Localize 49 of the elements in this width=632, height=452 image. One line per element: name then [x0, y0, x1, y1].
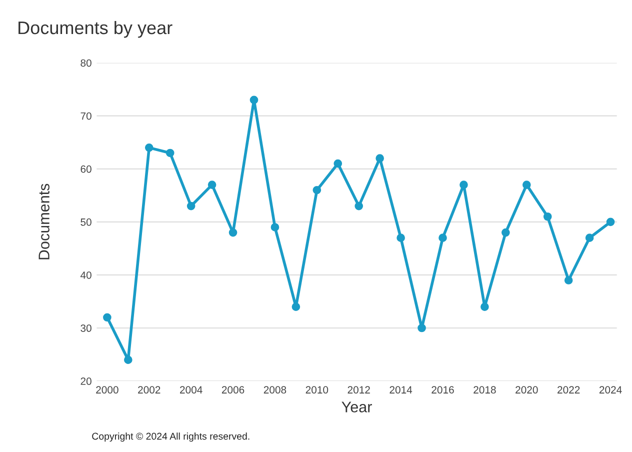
x-tick-label: 2000 — [96, 386, 118, 394]
point — [480, 302, 489, 311]
y-tick-label: 50 — [80, 218, 92, 226]
point — [166, 148, 174, 158]
point — [270, 223, 280, 232]
point — [396, 234, 405, 242]
y-tick-label: 80 — [80, 59, 92, 67]
point — [543, 212, 552, 221]
point — [376, 154, 384, 162]
x-tick-label: 2014 — [390, 386, 412, 394]
x-tick-label: 2002 — [138, 386, 160, 394]
point — [208, 180, 216, 189]
point — [438, 234, 447, 242]
x-tick-label: 2010 — [306, 386, 328, 394]
point — [103, 313, 112, 322]
point — [144, 144, 154, 152]
x-tick-label: 2004 — [180, 386, 202, 394]
x-tick-label: 2012 — [348, 386, 370, 394]
point — [312, 186, 322, 194]
chart-title: Documents by year — [18, 20, 172, 38]
text: Copyright © 2024 All rights reserved. — [92, 432, 250, 442]
point — [460, 180, 468, 189]
x-tick-label: 2008 — [264, 386, 286, 394]
y-tick-label: 40 — [80, 271, 92, 279]
point — [418, 324, 426, 332]
x-tick-label: 2022 — [558, 386, 580, 394]
point — [124, 356, 132, 364]
point — [585, 234, 594, 242]
point — [292, 302, 300, 311]
point — [564, 276, 573, 284]
point — [250, 96, 258, 104]
x-axis-title: Year — [342, 402, 372, 412]
point — [228, 228, 238, 237]
y-tick-label: 70 — [80, 112, 92, 120]
x-tick-label: 2016 — [432, 386, 454, 394]
y-tick-label: 20 — [80, 378, 92, 385]
x-tick-label: 2006 — [222, 386, 244, 394]
point — [186, 202, 196, 210]
point — [522, 180, 531, 189]
point — [606, 218, 615, 226]
point — [354, 202, 364, 210]
y-tick-label: 60 — [80, 165, 92, 173]
point — [334, 159, 342, 168]
x-tick-label: 2020 — [516, 386, 538, 394]
point — [502, 228, 510, 237]
x-tick-label: 2024 — [599, 386, 622, 394]
x-tick-label: 2018 — [474, 386, 496, 394]
y-tick-label: 30 — [80, 324, 92, 332]
y-axis-title: Documents — [38, 184, 50, 260]
